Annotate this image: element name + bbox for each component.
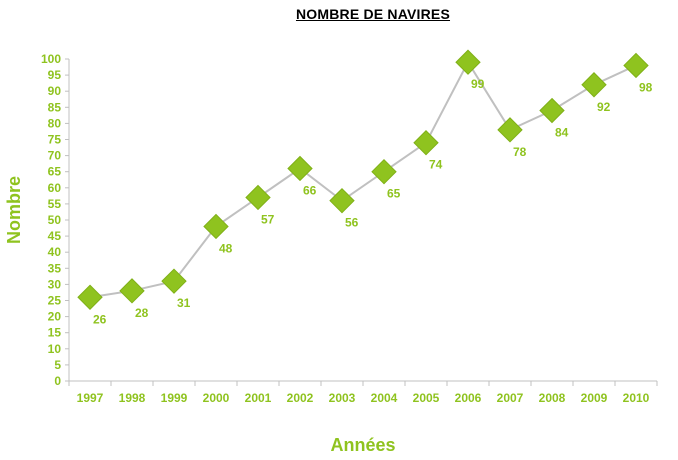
y-tick-label: 90 [48, 84, 62, 98]
y-axis-ticks: 0 5 10 15 20 25 30 35 40 45 50 55 60 65 70 75 80 85 90 95 10… [41, 52, 69, 388]
y-tick-label: 60 [48, 181, 62, 195]
y-tick-label: 15 [48, 326, 62, 340]
y-tick-label: 85 [48, 100, 62, 114]
data-label: 84 [555, 126, 569, 140]
x-tick-label: 1997 [77, 391, 104, 405]
x-tick-label: 2002 [287, 391, 314, 405]
y-tick-label: 70 [48, 149, 62, 163]
data-point-marker [455, 49, 481, 75]
data-label: 26 [93, 312, 107, 326]
data-label: 92 [597, 100, 611, 114]
x-axis-title: Années [330, 435, 395, 455]
data-point-marker [203, 213, 229, 240]
y-tick-label: 100 [41, 52, 61, 66]
data-point-marker [119, 278, 145, 304]
y-tick-label: 75 [48, 133, 62, 147]
x-tick-label: 2010 [623, 391, 650, 405]
y-tick-label: 45 [48, 229, 62, 243]
y-tick-label: 30 [48, 277, 62, 291]
data-label: 99 [471, 77, 485, 91]
series-line [89, 60, 637, 299]
data-point-marker [287, 155, 313, 182]
data-label: 98 [639, 80, 653, 94]
y-tick-label: 5 [54, 358, 61, 372]
y-tick-label: 50 [48, 213, 62, 227]
data-point-marker [413, 130, 439, 156]
data-labels: 26 28 31 48 57 66 56 65 74 99 78 84 92 98 [93, 77, 653, 326]
x-tick-label: 2008 [539, 391, 566, 405]
data-label: 66 [303, 183, 317, 197]
data-markers [77, 49, 649, 310]
y-tick-label: 20 [48, 310, 62, 324]
y-axis-title: Nombre [4, 176, 24, 244]
x-tick-label: 1998 [119, 391, 146, 405]
x-tick-label: 2007 [497, 391, 524, 405]
data-point-marker [329, 187, 355, 214]
data-label: 56 [345, 216, 359, 230]
data-point-marker [539, 97, 565, 124]
data-label: 31 [177, 296, 191, 310]
y-tick-label: 95 [48, 68, 62, 82]
y-tick-label: 10 [48, 342, 62, 356]
y-tick-label: 25 [48, 294, 62, 308]
y-tick-label: 40 [48, 245, 62, 259]
x-axis-ticks: 1997 1998 1999 2000 2001 2002 2003 2004 2005 2006… [68, 381, 658, 405]
data-point-marker [623, 52, 649, 79]
data-point-marker [581, 72, 607, 98]
x-tick-label: 2009 [581, 391, 608, 405]
data-label: 78 [513, 145, 527, 159]
x-tick-label: 1999 [161, 391, 188, 405]
data-label: 48 [219, 241, 233, 255]
x-tick-label: 2003 [329, 391, 356, 405]
data-point-marker [161, 268, 187, 294]
x-tick-label: 2004 [371, 391, 398, 405]
data-label: 57 [261, 212, 275, 226]
y-tick-label: 35 [48, 261, 62, 275]
data-label: 65 [387, 187, 401, 201]
chart-axes [68, 59, 657, 382]
data-point-marker [245, 184, 271, 211]
y-tick-label: 65 [48, 165, 62, 179]
series-line-group [89, 60, 637, 299]
x-tick-label: 2005 [413, 391, 440, 405]
data-point-marker [77, 284, 103, 310]
x-tick-label: 2006 [455, 391, 482, 405]
y-tick-label: 55 [48, 197, 62, 211]
y-tick-label: 0 [54, 374, 61, 388]
x-tick-label: 2001 [245, 391, 272, 405]
x-tick-label: 2000 [203, 391, 230, 405]
data-point-marker [371, 158, 397, 185]
data-point-marker [497, 117, 523, 143]
y-tick-label: 80 [48, 116, 62, 130]
data-label: 28 [135, 306, 149, 320]
data-label: 74 [429, 158, 443, 172]
chart-title: NOMBRE DE NAVIRES [295, 6, 451, 22]
